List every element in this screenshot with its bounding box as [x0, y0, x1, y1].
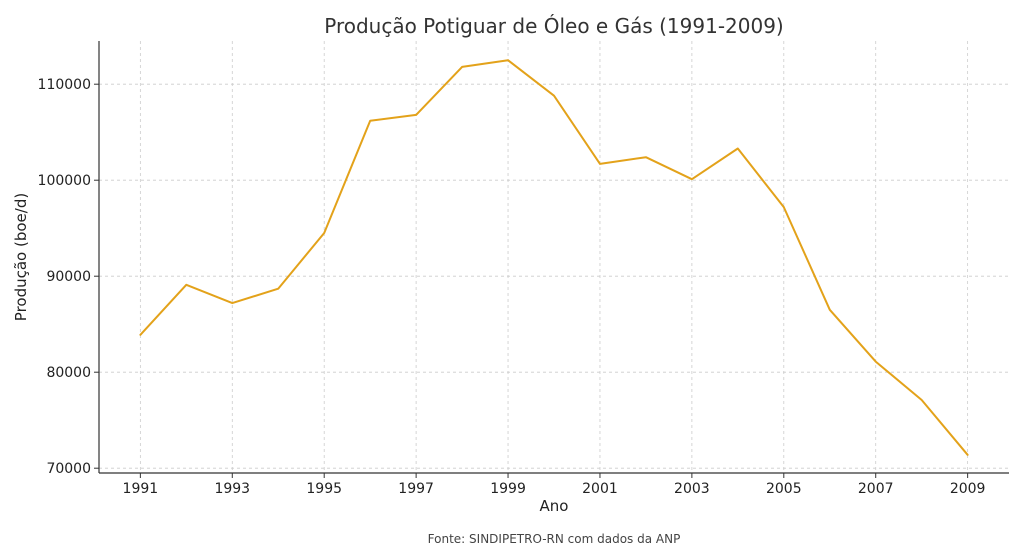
series-layer — [139, 59, 969, 456]
x-ticks: 1991 1993 1995 1997 1999 2001 2003 2005 2007 2009 — [123, 473, 986, 497]
x-tick-label: 2003 — [674, 481, 710, 497]
x-tick-label: 2007 — [858, 481, 894, 497]
x-axis-label: Ano — [540, 497, 569, 515]
y-tick-label: 100000 — [38, 173, 91, 189]
axes-layer — [98, 41, 1009, 474]
y-ticks: 70000 80000 90000 100000 110000 — [38, 77, 99, 477]
x-tick-label: 2001 — [582, 481, 618, 497]
y-tick-label: 80000 — [46, 365, 91, 381]
x-tick-label: 1997 — [398, 481, 434, 497]
x-tick-label: 1999 — [490, 481, 526, 497]
x-tick-label: 1993 — [214, 481, 250, 497]
y-tick-label: 110000 — [38, 77, 91, 93]
series-line-0 — [139, 59, 969, 456]
chart-title: Produção Potiguar de Óleo e Gás (1991-20… — [324, 14, 784, 38]
x-tick-label: 1991 — [123, 481, 159, 497]
source-note: Fonte: SINDIPETRO-RN com dados da ANP — [428, 532, 681, 546]
x-tick-label: 2009 — [950, 481, 986, 497]
grid-layer — [99, 41, 1009, 473]
y-tick-label: 90000 — [46, 269, 91, 285]
y-tick-label: 70000 — [46, 461, 91, 477]
y-axis-label: Produção (boe/d) — [12, 193, 30, 321]
x-tick-label: 1995 — [306, 481, 342, 497]
x-tick-label: 2005 — [766, 481, 802, 497]
